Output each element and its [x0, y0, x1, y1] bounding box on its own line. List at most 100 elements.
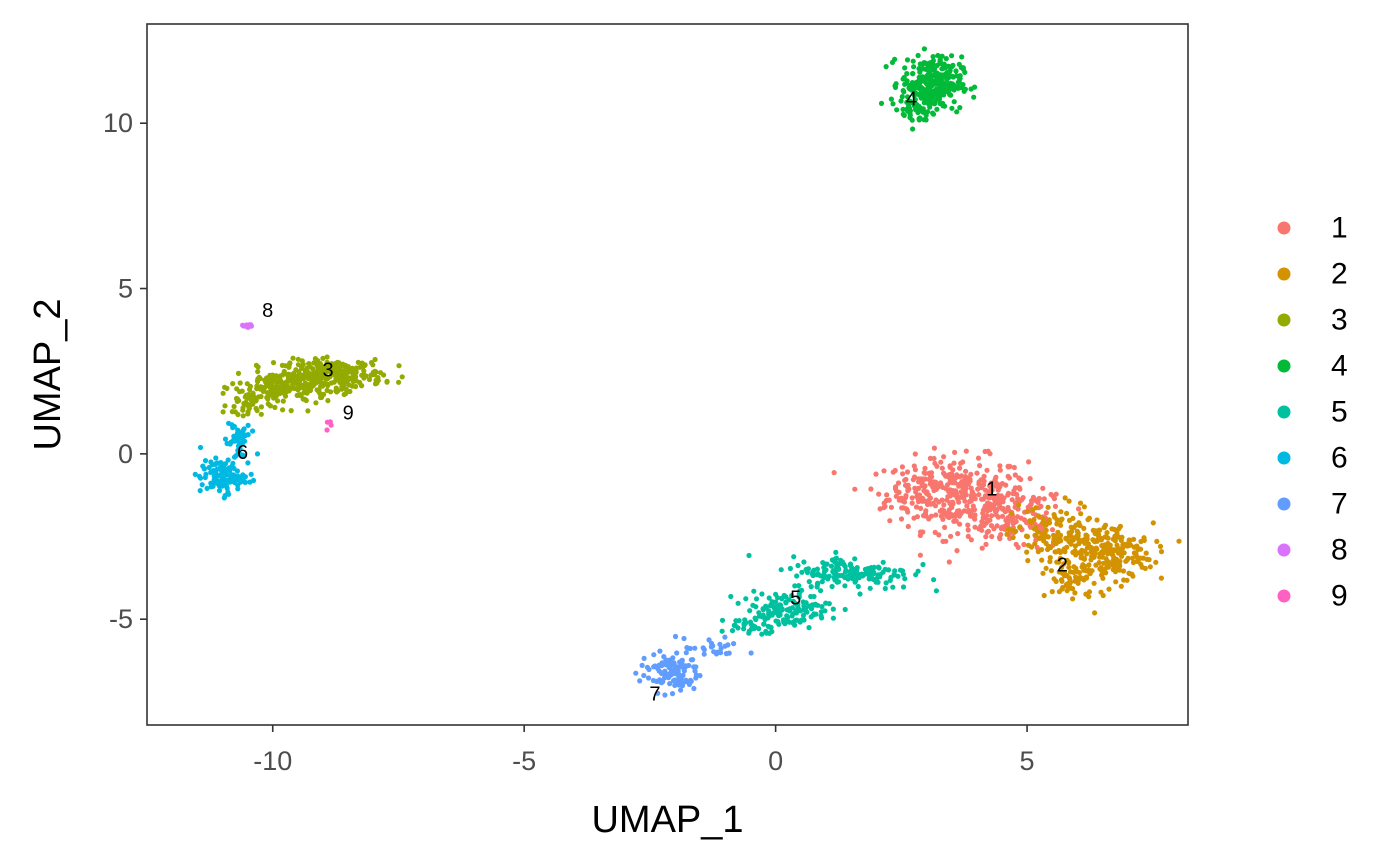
data-point: [917, 115, 923, 121]
data-point: [230, 460, 236, 466]
data-point: [250, 477, 257, 484]
legend-item-6: 6: [1277, 442, 1348, 475]
data-point: [1016, 502, 1022, 508]
data-point: [750, 602, 756, 608]
data-point: [917, 79, 924, 85]
data-point: [997, 467, 1003, 473]
data-point: [931, 577, 937, 583]
data-point: [1139, 564, 1145, 570]
data-point: [316, 388, 322, 395]
data-point: [985, 500, 991, 506]
data-point: [1040, 485, 1046, 491]
data-point: [967, 499, 973, 505]
data-point: [220, 409, 226, 415]
data-point: [235, 427, 241, 433]
data-point: [372, 356, 378, 363]
data-point: [690, 657, 696, 663]
data-point: [315, 358, 321, 364]
data-point: [815, 571, 821, 577]
data-point: [917, 61, 923, 67]
data-point: [984, 529, 990, 535]
data-point: [247, 383, 253, 389]
data-point: [777, 612, 783, 618]
data-point: [949, 105, 955, 111]
legend-label-5: 5: [1331, 396, 1348, 429]
legend-item-9: 9: [1277, 580, 1348, 613]
data-point: [959, 54, 965, 60]
data-point: [273, 373, 279, 379]
data-point: [920, 66, 926, 72]
data-point: [989, 533, 995, 540]
data-point: [876, 491, 882, 497]
data-point: [350, 374, 356, 380]
data-point: [868, 486, 874, 492]
data-point: [935, 484, 941, 490]
data-point: [756, 610, 762, 616]
data-point: [984, 508, 991, 514]
data-point: [951, 99, 957, 105]
data-point: [645, 675, 652, 681]
data-point: [298, 382, 304, 388]
data-point: [1109, 552, 1115, 558]
data-point: [900, 584, 907, 590]
data-point: [325, 398, 331, 404]
data-point: [918, 480, 924, 486]
legend-key-5: [1277, 405, 1291, 419]
data-point: [982, 493, 989, 499]
data-point: [830, 606, 836, 612]
legend-item-3: 3: [1277, 304, 1348, 337]
x-axis-title: UMAP_1: [591, 799, 743, 841]
data-point: [226, 491, 232, 497]
data-point: [667, 681, 673, 687]
data-point: [955, 85, 961, 91]
data-point: [895, 480, 902, 486]
data-point: [235, 411, 241, 418]
data-point: [687, 679, 693, 685]
data-point: [1005, 473, 1011, 479]
data-point: [221, 469, 228, 475]
data-point: [650, 677, 657, 684]
data-point: [732, 622, 738, 629]
data-point: [855, 583, 861, 590]
data-point: [396, 379, 402, 385]
data-point: [1147, 564, 1153, 570]
data-point: [930, 54, 936, 60]
data-point: [893, 484, 899, 490]
data-point: [917, 492, 923, 498]
data-point: [1011, 488, 1017, 494]
data-point: [881, 468, 887, 474]
legend-label-3: 3: [1331, 304, 1348, 337]
data-point: [1083, 539, 1090, 545]
data-point: [287, 361, 293, 367]
data-point: [1113, 579, 1119, 585]
data-point: [875, 572, 881, 578]
data-point: [901, 112, 907, 118]
data-point: [972, 512, 978, 518]
data-point: [1106, 586, 1112, 592]
data-point: [981, 478, 987, 484]
data-point: [1101, 560, 1107, 566]
data-point: [273, 383, 279, 389]
data-point: [693, 672, 700, 678]
data-point: [282, 380, 288, 386]
data-point: [888, 574, 894, 580]
data-point: [240, 322, 246, 328]
data-point: [242, 474, 248, 480]
data-point: [1072, 590, 1078, 596]
data-point: [1005, 463, 1011, 469]
data-point: [275, 398, 281, 404]
cluster-8-points: [240, 322, 254, 330]
data-point: [299, 365, 305, 371]
data-point: [1105, 551, 1111, 557]
data-point: [951, 460, 957, 466]
data-point: [320, 355, 326, 361]
data-point: [766, 595, 772, 601]
x-tick-label: -5: [512, 746, 536, 776]
data-point: [792, 622, 798, 628]
data-point: [1031, 526, 1038, 532]
data-point: [672, 633, 679, 640]
data-point: [955, 531, 961, 537]
data-point: [222, 436, 229, 442]
data-point: [1093, 545, 1099, 551]
data-point: [853, 566, 859, 573]
